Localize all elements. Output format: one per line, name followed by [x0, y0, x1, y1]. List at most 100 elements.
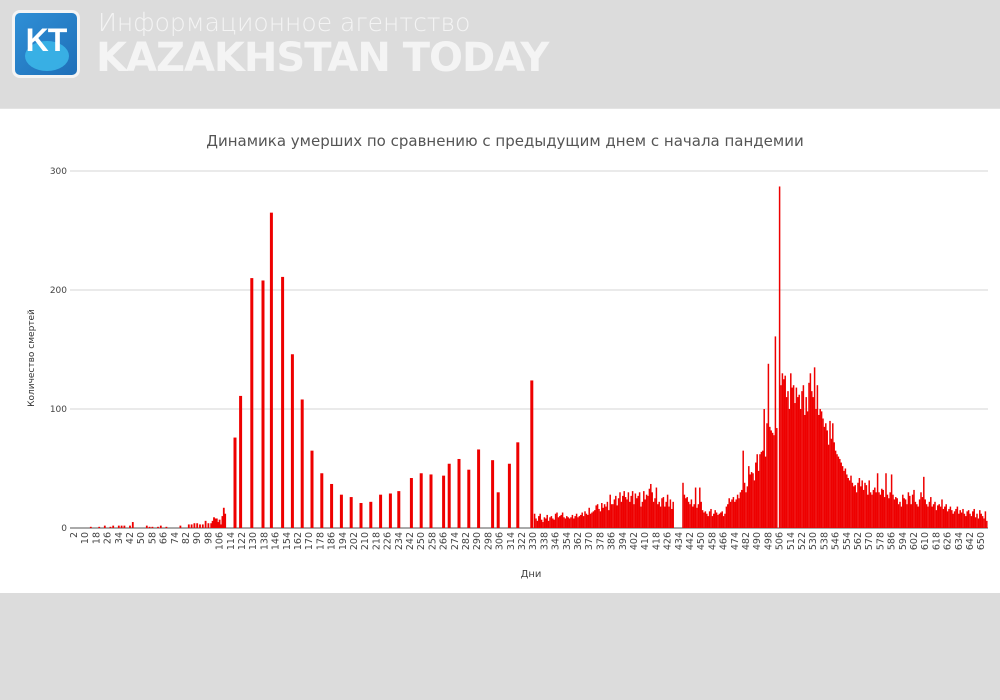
x-tick-label: 442	[685, 532, 696, 550]
bar-day-338	[543, 517, 546, 528]
bar-day-474	[734, 501, 736, 528]
x-tick-label: 106	[215, 532, 226, 550]
bar-day-369	[587, 514, 589, 528]
bar-day-353	[564, 518, 567, 528]
bar-day-652	[983, 518, 985, 528]
x-tick-label: 18	[91, 532, 102, 544]
bar-day-200	[349, 497, 353, 528]
bar-day-622	[941, 499, 943, 528]
x-tick-label: 546	[831, 532, 842, 550]
bar-day-541	[827, 444, 830, 528]
x-tick-label: 650	[976, 532, 987, 550]
bar-day-106	[218, 519, 221, 528]
bar-day-617	[934, 501, 936, 528]
bar-day-363	[578, 516, 581, 528]
bar-day-392	[619, 492, 621, 528]
bar-day-102	[213, 517, 215, 528]
bar-day-564	[860, 486, 862, 528]
bar-day-301	[491, 460, 495, 528]
bar-day-589	[895, 497, 897, 528]
x-tick-label: 306	[495, 532, 506, 550]
bar-day-405	[637, 495, 639, 528]
bar-day-117	[233, 437, 237, 528]
bar-day-528	[809, 373, 812, 528]
bar-day-358	[571, 514, 574, 528]
bar-day-614	[930, 497, 932, 528]
bar-day-653	[984, 511, 987, 528]
bar-day-525	[805, 397, 807, 528]
bar-day-423	[662, 497, 665, 528]
bar-day-42	[129, 525, 131, 528]
x-tick-label: 586	[887, 532, 898, 550]
bar-day-597	[906, 504, 908, 528]
bar-day-313	[507, 463, 511, 528]
x-tick-label: 346	[551, 532, 562, 550]
bar-day-34	[117, 525, 120, 528]
bar-day-527	[808, 382, 810, 528]
kt-logo[interactable]: KT	[12, 10, 80, 78]
x-tick-label: 322	[517, 532, 528, 550]
brand-name: KAZAKHSTAN TODAY	[96, 35, 549, 81]
bar-day-533	[816, 385, 819, 528]
bar-day-595	[903, 498, 905, 528]
bar-day-578	[879, 494, 882, 528]
bar-day-137	[261, 280, 265, 528]
bar-day-448	[697, 504, 700, 528]
bar-day-585	[889, 492, 891, 528]
bar-day-362	[577, 517, 579, 528]
bar-day-14	[89, 526, 92, 528]
bar-day-344	[552, 518, 554, 528]
bar-day-403	[634, 493, 637, 528]
bar-day-90	[196, 523, 199, 528]
bar-day-497	[766, 423, 768, 528]
x-tick-label: 66	[159, 532, 170, 544]
bar-day-569	[867, 494, 869, 528]
x-tick-label: 314	[506, 532, 517, 550]
x-axis-label: Дни	[521, 569, 542, 580]
bar-day-107	[220, 524, 222, 528]
bar-day-340	[546, 514, 548, 528]
bar-day-381	[603, 504, 606, 528]
x-tick-label: 58	[147, 532, 158, 544]
bar-day-633	[956, 506, 959, 528]
bar-day-603	[914, 501, 917, 528]
bar-day-488	[753, 480, 756, 528]
bar-day-348	[557, 517, 560, 528]
bar-day-351	[561, 512, 564, 528]
bar-day-555	[847, 478, 849, 528]
bar-day-367	[584, 511, 586, 528]
bar-day-457	[710, 508, 712, 528]
bar-day-502	[773, 435, 775, 528]
bar-day-581	[883, 497, 886, 528]
bar-day-391	[617, 498, 620, 528]
x-tick-label: 330	[528, 532, 539, 550]
bar-day-396	[624, 497, 627, 528]
bar-day-424	[664, 506, 666, 528]
x-tick-label: 170	[304, 532, 315, 550]
bar-day-606	[918, 499, 921, 528]
bar-day-366	[582, 516, 585, 528]
bar-day-587	[892, 494, 894, 528]
bar-day-579	[881, 488, 883, 528]
x-tick-label: 154	[282, 532, 293, 550]
x-tick-label: 434	[674, 532, 685, 550]
bar-day-506	[778, 186, 781, 528]
bar-day-475	[735, 499, 737, 528]
bar-day-352	[563, 517, 565, 528]
bar-day-613	[928, 501, 931, 528]
bar-day-471	[729, 501, 732, 528]
bar-day-151	[281, 276, 285, 528]
bar-day-84	[187, 524, 190, 528]
bar-day-546	[834, 450, 837, 528]
bar-day-419	[657, 504, 659, 528]
bar-day-54	[145, 525, 148, 528]
x-tick-label: 90	[192, 532, 203, 544]
x-tick-label: 10	[80, 532, 91, 544]
bar-day-88	[193, 523, 196, 528]
bar-day-108	[221, 516, 224, 528]
bar-day-544	[832, 423, 834, 528]
bar-day-638	[963, 513, 966, 528]
bar-day-531	[813, 367, 816, 528]
bar-day-429	[671, 508, 673, 528]
bar-day-551	[841, 466, 844, 528]
